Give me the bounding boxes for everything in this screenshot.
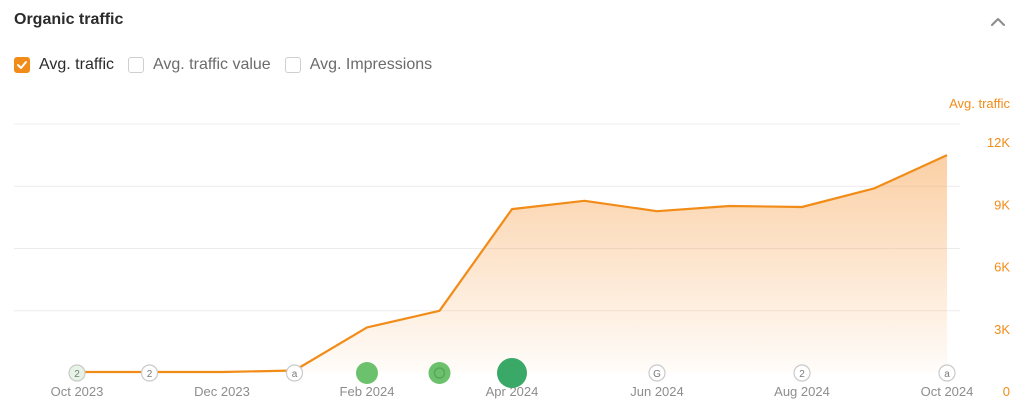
avg-traffic-checkbox[interactable]: Avg. traffic — [14, 56, 114, 74]
event-marker-label: 2 — [74, 369, 80, 380]
traffic-line — [77, 154, 948, 374]
checkbox-box[interactable] — [14, 57, 30, 73]
checkbox-box[interactable] — [284, 57, 301, 73]
event-marker-label: a — [292, 369, 298, 380]
event-marker-dot — [285, 364, 304, 382]
collapse-button[interactable] — [988, 12, 1008, 32]
x-tick-label: Aug 2024 — [774, 384, 830, 399]
checkmark-icon — [17, 61, 27, 69]
event-marker[interactable] — [356, 362, 378, 384]
event-marker-label: 2 — [799, 369, 805, 380]
event-marker[interactable]: a — [285, 364, 304, 382]
event-marker[interactable]: 2 — [68, 364, 86, 382]
event-marker-dot — [68, 364, 86, 382]
y-tick-label: 9K — [994, 197, 1010, 212]
y-tick-label: 0 — [1003, 384, 1010, 399]
y-tick-label: 12K — [987, 135, 1010, 150]
y-tick-label: 3K — [994, 322, 1010, 337]
avg-traffic-value-label: Avg. traffic value — [153, 56, 271, 73]
event-marker[interactable] — [497, 358, 527, 388]
event-marker-label: a — [944, 369, 950, 380]
y-tick-label: 6K — [994, 260, 1010, 275]
event-marker-dot — [356, 362, 378, 384]
event-marker-dot — [428, 362, 451, 384]
event-marker-ring — [433, 367, 446, 379]
avg-impressions-label: Avg. Impressions — [309, 56, 433, 73]
metric-legend: Avg. traffic Avg. traffic value Avg. Imp… — [14, 56, 446, 74]
event-marker-dot — [648, 364, 666, 382]
x-tick-label: Oct 2023 — [51, 384, 104, 399]
traffic-area — [77, 155, 947, 373]
x-tick-label: Feb 2024 — [340, 384, 395, 399]
event-marker-label: G — [653, 369, 661, 380]
event-marker-label: 2 — [147, 369, 153, 380]
avg-traffic-label: Avg. traffic — [39, 56, 114, 73]
event-marker[interactable]: 2 — [140, 364, 159, 382]
event-marker-dot — [140, 364, 159, 382]
event-marker[interactable]: 2 — [793, 364, 811, 382]
avg-traffic-value-checkbox[interactable]: Avg. traffic value — [128, 56, 271, 74]
checkbox-box[interactable] — [128, 57, 144, 73]
event-marker-dot — [497, 358, 527, 388]
chevron-up-icon — [991, 18, 1005, 26]
event-marker[interactable]: G — [648, 364, 666, 382]
event-marker-dot — [793, 364, 811, 382]
widget-title: Organic traffic — [14, 11, 124, 28]
avg-impressions-checkbox[interactable]: Avg. Impressions — [284, 56, 433, 74]
event-marker-dot — [938, 364, 956, 382]
event-marker[interactable]: a — [938, 364, 956, 382]
event-marker[interactable] — [428, 362, 451, 384]
x-tick-label: Jun 2024 — [630, 384, 684, 399]
x-tick-label: Oct 2024 — [921, 384, 974, 399]
x-tick-label: Dec 2023 — [194, 384, 250, 399]
x-tick-label: Apr 2024 — [486, 384, 539, 399]
y-axis-label: Avg. traffic — [949, 96, 1010, 111]
